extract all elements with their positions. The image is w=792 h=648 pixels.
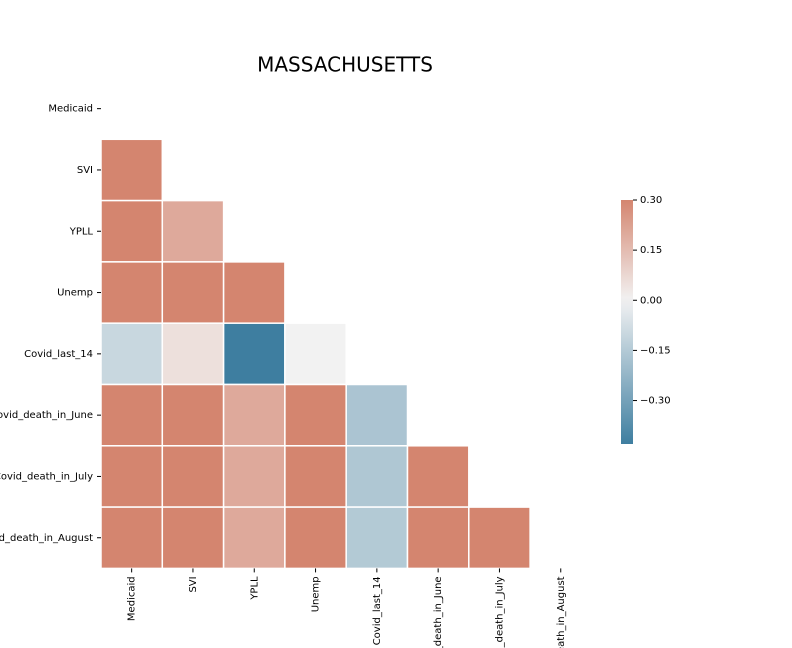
heatmap-cell: [406, 506, 470, 570]
heatmap-cell: [100, 506, 164, 570]
heatmap-cell: [222, 261, 286, 324]
heatmap-cell: [345, 506, 409, 570]
heatmap-cell: [345, 383, 409, 447]
heatmap-cell: [100, 199, 164, 263]
colorbar-tick-label: 0.00: [640, 295, 662, 306]
heatmap-cell: [222, 322, 286, 386]
heatmap-cell: [222, 383, 286, 447]
heatmap-cell: [161, 322, 225, 386]
x-tick-label: Covid_death_in_July: [494, 576, 505, 648]
x-tick-label: Covid_last_14: [372, 576, 383, 645]
colorbar: [621, 200, 633, 444]
heatmap-cell: [100, 445, 164, 508]
y-tick-label: Unemp: [57, 288, 93, 299]
heatmap-cell: [100, 383, 164, 447]
heatmap-cell: [161, 383, 225, 447]
colorbar-tick-label: 0.30: [640, 195, 662, 206]
heatmap-cell: [161, 261, 225, 324]
y-tick-label: Covid_death_in_July: [0, 471, 93, 482]
x-tick-label: Medicaid: [127, 576, 138, 621]
heatmap-cell: [284, 506, 347, 570]
heatmap-cell: [100, 261, 164, 324]
heatmap-cell: [222, 445, 286, 508]
heatmap-cell: [345, 445, 409, 508]
heatmap-cell: [161, 445, 225, 508]
heatmap-cell: [100, 322, 164, 386]
y-tick-label: Medicaid: [48, 104, 93, 115]
chart-title: MASSACHUSETTS: [257, 53, 433, 77]
y-tick-label: Covid_death_in_June: [0, 410, 93, 421]
heatmap-cell: [284, 383, 347, 447]
colorbar-tick-label: 0.15: [640, 245, 662, 256]
x-tick-label: SVI: [188, 576, 199, 592]
heatmap-cell: [284, 445, 347, 508]
x-tick-label: Unemp: [311, 576, 322, 612]
heatmap-cell: [284, 322, 347, 386]
heatmap-cell: [222, 506, 286, 570]
heatmap-cell: [406, 445, 470, 508]
colorbar-tick-label: −0.15: [640, 345, 671, 356]
x-tick-label: YPLL: [249, 576, 260, 601]
x-tick-label: Covid_death_in_August: [556, 576, 567, 648]
y-tick-label: Covid_last_14: [24, 349, 93, 360]
y-tick-label: YPLL: [69, 226, 94, 237]
heatmap-cell: [468, 506, 531, 570]
y-tick-label: Covid_death_in_August: [0, 533, 93, 544]
y-tick-label: SVI: [77, 165, 93, 176]
heatmap-cell: [161, 199, 225, 263]
heatmap-cell: [161, 506, 225, 570]
colorbar-tick-label: −0.30: [640, 396, 671, 407]
x-tick-label: Covid_death_in_June: [433, 576, 444, 648]
heatmap-cell: [100, 138, 164, 202]
